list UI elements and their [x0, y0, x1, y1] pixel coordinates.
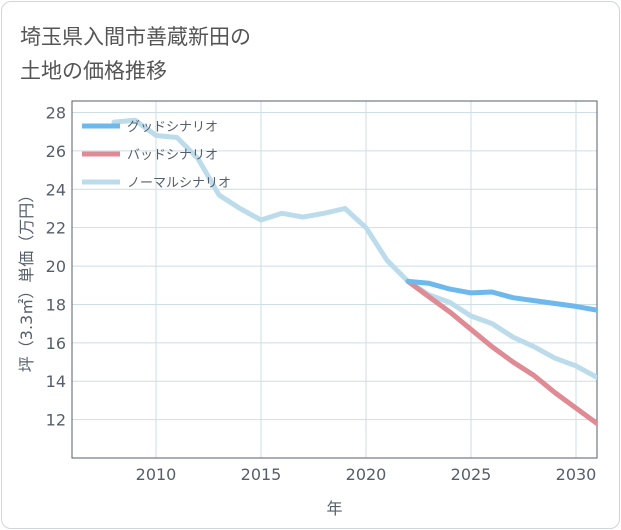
- y-tick-label: 22: [46, 219, 66, 238]
- x-axis-title: 年: [326, 499, 342, 518]
- legend-label-2: ノーマルシナリオ: [127, 176, 231, 191]
- y-tick-label: 16: [46, 334, 66, 353]
- x-tick-label: 2025: [451, 465, 492, 484]
- chart-title-line-1: 埼玉県入間市善蔵新田の: [20, 25, 251, 49]
- chart-title: 埼玉県入間市善蔵新田の 土地の価格推移: [20, 20, 251, 88]
- chart-title-line-2: 土地の価格推移: [20, 59, 167, 83]
- y-tick-label: 26: [46, 142, 66, 161]
- y-tick-label: 14: [46, 372, 66, 391]
- y-axis-title: 坪（3.3㎡）単価（万円）: [17, 187, 36, 372]
- y-tick-label: 18: [46, 295, 66, 314]
- y-tick-label: 12: [46, 411, 66, 430]
- legend-label-1: バッドシナリオ: [127, 148, 218, 163]
- series-line-1: [405, 278, 597, 426]
- y-tick-label: 28: [46, 104, 66, 123]
- legend-label-0: グッドシナリオ: [127, 120, 218, 135]
- x-tick-label: 2030: [556, 465, 597, 484]
- y-tick-label: 24: [46, 180, 66, 199]
- y-tick-label: 20: [46, 257, 66, 276]
- x-tick-label: 2015: [241, 465, 282, 484]
- x-tick-label: 2020: [346, 465, 387, 484]
- series-line-0: [405, 278, 597, 313]
- series-line-2: [111, 117, 597, 380]
- x-tick-label: 2010: [136, 465, 177, 484]
- plot-frame: [71, 100, 598, 459]
